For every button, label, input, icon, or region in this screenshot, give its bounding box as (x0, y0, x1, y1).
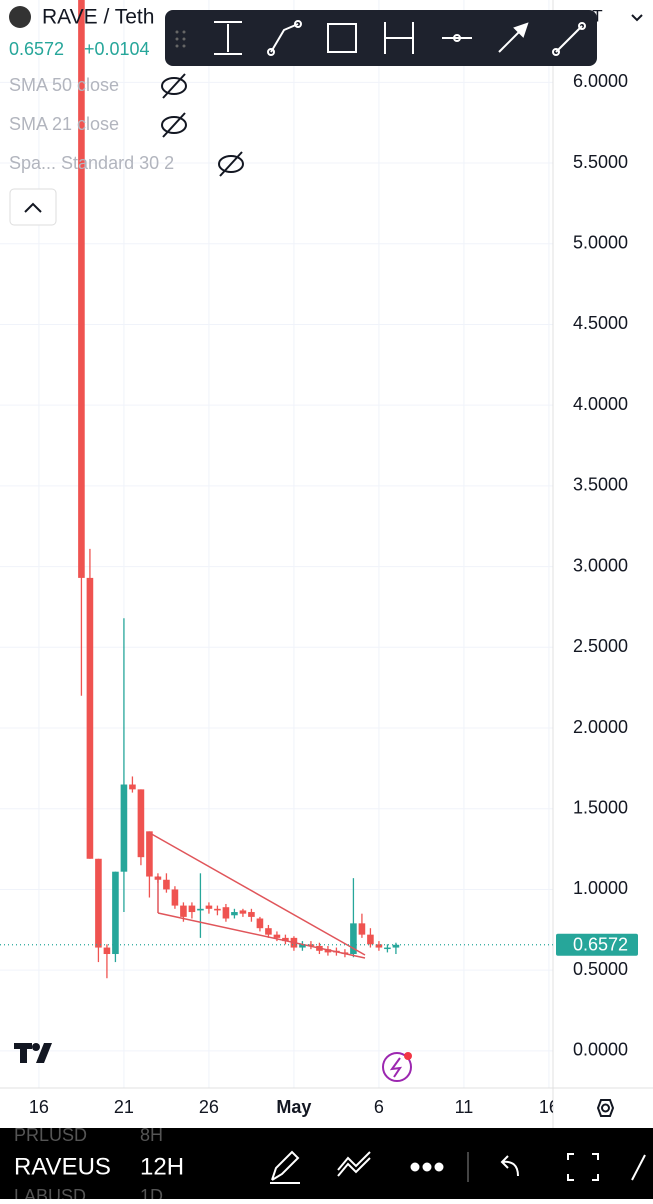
candle-body (324, 949, 332, 953)
next-symbol: LABUSD (14, 1186, 86, 1199)
x-tick-label: May (276, 1097, 311, 1117)
eye-off-icons[interactable] (161, 73, 244, 177)
candle-body (273, 934, 281, 938)
y-tick-label: 1.0000 (573, 878, 628, 898)
axes: 0.0000 0.5000 1.0000 1.5000 2.0000 2.5000 3.00… (0, 0, 653, 1128)
candle-body (180, 905, 187, 917)
bottom-bar (0, 1128, 653, 1199)
candle-body (146, 831, 153, 877)
candle-body (222, 907, 230, 919)
y-tick-label: 3.0000 (573, 555, 628, 575)
candle-body (120, 784, 128, 872)
candle-body (197, 908, 204, 911)
y-tick-label: 5.5000 (573, 152, 628, 172)
chevron (24, 202, 42, 213)
y-tick-label: 6.0000 (573, 71, 628, 91)
candles (78, 0, 400, 979)
lightning-icon (389, 1057, 403, 1078)
candle-body (86, 577, 94, 859)
drag-handle (175, 30, 186, 48)
x-tick-label: 16 (29, 1097, 49, 1117)
candle-body (239, 910, 247, 914)
candle-body (137, 789, 145, 858)
y-tick-label: 3.5000 (573, 475, 628, 495)
chevron (631, 14, 643, 22)
last-price-box (556, 933, 638, 956)
candle-body (95, 858, 102, 948)
candle-body (78, 0, 85, 578)
candle-body (358, 923, 366, 935)
change: +0.0104 (84, 39, 150, 59)
candle-body (282, 937, 289, 942)
x-tick-label: 6 (374, 1097, 384, 1117)
x-axis: 16 21 26 May 6 11 16 (29, 1097, 559, 1117)
collapse-button[interactable] (9, 188, 57, 226)
indicator[interactable]: SMA 50 close (9, 75, 119, 95)
y-tick-label: 4.0000 (573, 394, 628, 414)
badge (404, 1052, 412, 1060)
candle-body (163, 879, 170, 890)
candle-body (392, 944, 400, 948)
candle-body (129, 784, 136, 790)
candle-body (205, 905, 213, 909)
candle-body (299, 944, 306, 948)
y-tick-label: 5.0000 (573, 233, 628, 253)
prev-interval: 8H (140, 1125, 163, 1145)
symbol[interactable]: RAVE / Teth (42, 6, 154, 29)
indicator[interactable]: Spa... Standard 30 2 (9, 153, 174, 173)
indicator[interactable]: SMA 21 close (9, 114, 119, 134)
x-tick-label: 16 (539, 1097, 559, 1117)
y-tick-label: 1.5000 (573, 797, 628, 817)
candle-body (307, 944, 315, 946)
prev-symbol: PRLUSD (14, 1125, 87, 1145)
wedge-drawing (147, 831, 366, 959)
candle-body (350, 923, 357, 955)
x-tick-label: 11 (455, 1097, 474, 1117)
candle-body (375, 944, 383, 948)
candle-body (214, 908, 221, 911)
y-tick-label: 0.0000 (573, 1040, 628, 1060)
y-tick-label: 2.0000 (573, 717, 628, 737)
lightning-button[interactable] (382, 1052, 412, 1082)
y-tick-label: 2.5000 (573, 636, 628, 656)
toolbar-icons[interactable] (214, 20, 586, 56)
candle-body (367, 934, 374, 945)
candle-body (384, 947, 391, 950)
symbol-picker[interactable]: RAVEUS (14, 1153, 111, 1180)
y-tick-label: 0.5000 (573, 959, 628, 979)
candle-body (112, 871, 119, 955)
symbol-icon (9, 6, 31, 28)
x-tick-label: 21 (114, 1097, 134, 1117)
logo (14, 1043, 52, 1063)
x-tick-label: 26 (199, 1097, 219, 1117)
candle-body (171, 889, 179, 906)
next-interval: 1D (140, 1186, 163, 1199)
interval-picker[interactable]: 12H (140, 1153, 184, 1180)
candle-body (188, 905, 196, 913)
candle-body (248, 912, 255, 917)
y-tick-label: 4.5000 (573, 313, 628, 333)
settings-icon[interactable] (596, 1099, 615, 1117)
candle-body (103, 947, 111, 955)
candle-body (256, 918, 264, 929)
last-price-label: 0.6572 (573, 935, 628, 955)
bottom-icons[interactable] (270, 1150, 646, 1184)
drawing-toolbar (165, 10, 597, 66)
price: 0.6572 (9, 39, 64, 59)
candle-body (265, 928, 272, 935)
candle-body (231, 912, 238, 916)
